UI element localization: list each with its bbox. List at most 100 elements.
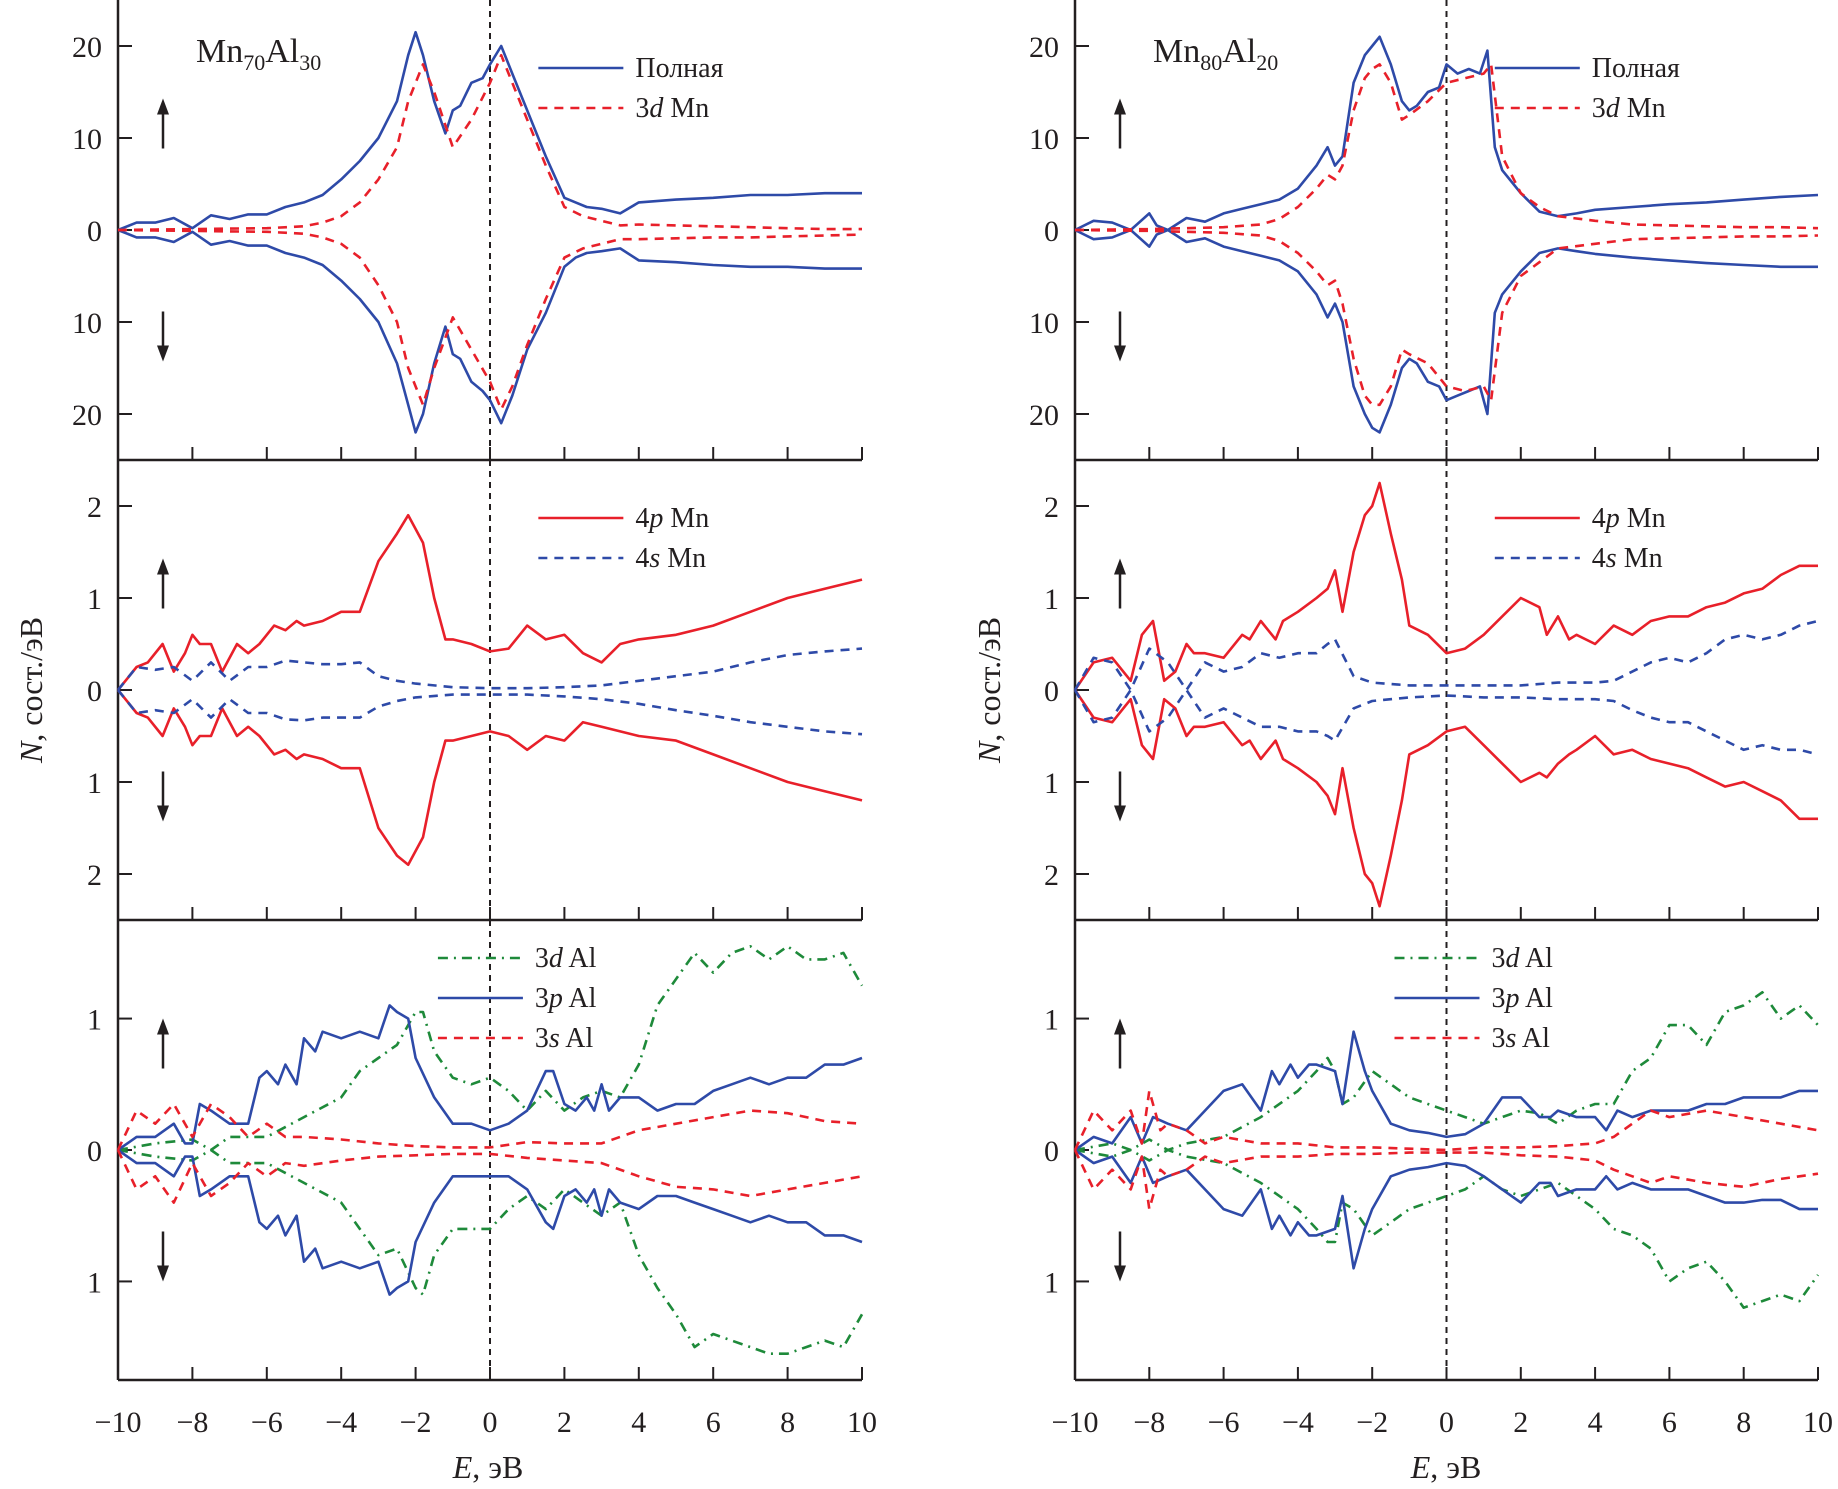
x-tick-label: −10 bbox=[95, 1406, 142, 1439]
x-tick-label: 8 bbox=[1736, 1406, 1751, 1439]
line-spin-up bbox=[117, 53, 862, 232]
x-tick-label: 4 bbox=[1588, 1406, 1603, 1439]
y-tick-label: 10 bbox=[1029, 307, 1059, 340]
x-tick-label: −10 bbox=[1052, 1406, 1099, 1439]
legend-label-italic: p bbox=[1503, 983, 1519, 1014]
title-mid: Al bbox=[265, 33, 299, 70]
legend-label-italic: s bbox=[649, 543, 660, 574]
legend-label-name: Al bbox=[560, 1023, 594, 1054]
y-tick-label: 1 bbox=[87, 583, 102, 616]
legend-label-prefix: 3 bbox=[535, 943, 549, 974]
panel-title: Mn70Al30 bbox=[196, 33, 321, 75]
x-tick-label: −4 bbox=[325, 1406, 357, 1439]
line-spin-down bbox=[1074, 228, 1819, 407]
y-tick-label: 2 bbox=[1044, 491, 1059, 524]
panel-title: Mn80Al20 bbox=[1153, 33, 1278, 75]
x-tick-label: −8 bbox=[176, 1406, 208, 1439]
spin-up-arrowhead-icon bbox=[157, 1018, 169, 1035]
legend-label-name: Al bbox=[1516, 1023, 1550, 1054]
legend-label-prefix: 4 bbox=[1592, 543, 1606, 574]
series-3d-mn bbox=[1074, 63, 1819, 407]
y-tick-label: 10 bbox=[72, 123, 102, 156]
series-4p-mn bbox=[116, 513, 863, 867]
series-4s-mn bbox=[1073, 619, 1819, 756]
x-tick-label: 8 bbox=[780, 1406, 795, 1439]
series-4s-mn bbox=[116, 647, 863, 736]
legend-label-prefix: 3 bbox=[535, 983, 549, 1014]
line-spin-up bbox=[116, 647, 863, 691]
x-tick-label: −6 bbox=[251, 1406, 283, 1439]
y-tick-label: 1 bbox=[87, 1266, 102, 1299]
line-spin-up bbox=[1073, 481, 1818, 691]
line-spin-up bbox=[1074, 1030, 1818, 1152]
x-tick-label: 6 bbox=[706, 1406, 721, 1439]
y-tick-label: 1 bbox=[1044, 1266, 1059, 1299]
legend-label-prefix: 3 bbox=[1491, 983, 1505, 1014]
x-tick-label: 10 bbox=[1803, 1406, 1833, 1439]
y-tick-label: 1 bbox=[1044, 1004, 1059, 1037]
legend-label-name: Mn bbox=[1617, 543, 1663, 574]
series-4p-mn bbox=[1073, 481, 1818, 908]
legend-label-italic: d bbox=[1606, 93, 1621, 124]
legend-label-prefix: 3 bbox=[1592, 93, 1606, 124]
legend-label-prefix: 3 bbox=[1491, 943, 1505, 974]
y-tick-label: 0 bbox=[1044, 675, 1059, 708]
spin-up-arrowhead-icon bbox=[1114, 558, 1126, 575]
legend-label-italic: s bbox=[549, 1023, 560, 1054]
legend-label: 3s Al bbox=[535, 1023, 594, 1054]
line-spin-up bbox=[1074, 63, 1819, 232]
x-tick-label: 0 bbox=[483, 1406, 498, 1439]
y-tick-label: 20 bbox=[72, 399, 102, 432]
spin-down-arrowhead-icon bbox=[1114, 1265, 1126, 1282]
line-spin-down bbox=[116, 689, 863, 736]
y-tick-label: 2 bbox=[87, 491, 102, 524]
x-tick-label: 10 bbox=[847, 1406, 877, 1439]
y-tick-label: 2 bbox=[1044, 859, 1059, 892]
line-spin-down bbox=[1073, 689, 1818, 908]
line-spin-down bbox=[1074, 1148, 1820, 1309]
y-tick-label: 2 bbox=[87, 859, 102, 892]
y-axis-label-left: N, сост./эВ bbox=[13, 617, 49, 764]
spin-down-arrowhead-icon bbox=[157, 1265, 169, 1282]
line-spin-up bbox=[116, 513, 863, 691]
legend-label-name: Полная bbox=[1592, 53, 1680, 84]
legend-label-name: Mn bbox=[1620, 93, 1666, 124]
series-3p-al bbox=[1074, 1030, 1818, 1270]
line-spin-down bbox=[117, 1148, 863, 1296]
legend-label-prefix: 4 bbox=[635, 543, 649, 574]
line-spin-up bbox=[1074, 990, 1819, 1152]
series-3s-al bbox=[1073, 1089, 1819, 1211]
line-spin-up bbox=[1073, 1089, 1819, 1152]
line-spin-down bbox=[117, 228, 862, 434]
spin-down-arrowhead-icon bbox=[157, 345, 169, 362]
legend-label-name: Al bbox=[563, 983, 597, 1014]
legend-label: 3p Al bbox=[1491, 983, 1553, 1014]
x-tick-label: 2 bbox=[1513, 1406, 1528, 1439]
y-tick-label: 0 bbox=[1044, 215, 1059, 248]
series-3d-al bbox=[1074, 990, 1820, 1309]
y-tick-label: 20 bbox=[1029, 31, 1059, 64]
y-tick-label: 0 bbox=[87, 1135, 102, 1168]
y-tick-label: 0 bbox=[87, 215, 102, 248]
line-spin-up bbox=[1073, 619, 1819, 692]
legend-label-prefix: 3 bbox=[635, 93, 649, 124]
line-spin-down bbox=[1073, 1149, 1819, 1211]
legend-label: 3d Mn bbox=[635, 93, 709, 124]
x-tick-label: 4 bbox=[631, 1406, 646, 1439]
y-tick-label: 0 bbox=[1044, 1135, 1059, 1168]
legend-label: 4p Mn bbox=[1592, 503, 1666, 534]
line-spin-down bbox=[1074, 1148, 1818, 1270]
legend-label-prefix: 3 bbox=[535, 1023, 549, 1054]
title-sub2: 30 bbox=[299, 50, 321, 75]
spin-up-arrowhead-icon bbox=[157, 98, 169, 115]
x-tick-label: −2 bbox=[400, 1406, 432, 1439]
legend-label: 3d Al bbox=[535, 943, 597, 974]
